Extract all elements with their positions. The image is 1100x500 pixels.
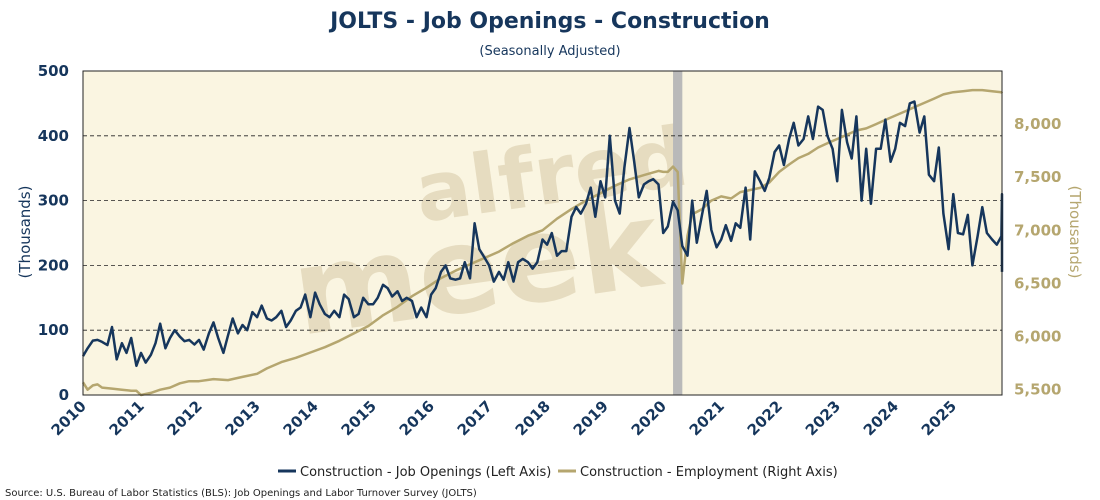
x-tick-label: 2016 (396, 397, 438, 439)
left-axis-ticks: 0 100 200 300 400 500 (38, 62, 69, 404)
left-axis-label: (Thousands) (16, 186, 34, 279)
left-tick-label: 200 (38, 256, 69, 274)
x-tick-label: 2017 (454, 397, 496, 439)
x-tick-label: 2019 (570, 397, 612, 439)
right-tick-label: 5,500 (1014, 381, 1061, 399)
x-tick-label: 2015 (338, 397, 380, 439)
left-tick-label: 500 (38, 62, 69, 80)
right-tick-label: 7,500 (1014, 168, 1061, 186)
x-tick-label: 2018 (512, 397, 554, 439)
x-tick-label: 2011 (106, 397, 148, 439)
x-tick-label: 2013 (222, 397, 264, 439)
right-axis-label: (Thousands) (1066, 186, 1084, 279)
series-line-job-openings (81, 100, 1004, 368)
x-tick-label: 2014 (280, 397, 322, 439)
right-tick-label: 6,000 (1014, 328, 1061, 346)
x-tick-label: 2020 (628, 397, 670, 439)
right-axis-ticks: 5,500 6,000 6,500 7,000 7,500 8,000 (1014, 115, 1061, 399)
left-tick-label: 300 (38, 192, 69, 210)
left-tick-label: 100 (38, 321, 69, 339)
x-tick-label: 2024 (860, 397, 902, 439)
x-tick-label: 2023 (802, 397, 844, 439)
chart-title: JOLTS - Job Openings - Construction (328, 9, 770, 34)
x-axis-ticks: 2010 2011 2012 2013 2014 2015 2016 2017 2018 2019… (48, 397, 961, 439)
left-tick-label: 400 (38, 127, 69, 145)
plot-border (82, 70, 1003, 396)
legend-label-employment: Construction - Employment (Right Axis) (580, 465, 838, 480)
x-tick-label: 2021 (686, 397, 728, 439)
legend-label-job-openings: Construction - Job Openings (Left Axis) (300, 465, 551, 480)
x-tick-label: 2012 (164, 397, 206, 439)
right-tick-label: 8,000 (1014, 115, 1061, 133)
gridlines (83, 135, 1002, 331)
x-tick-label: 2022 (744, 397, 786, 439)
right-tick-label: 7,000 (1014, 221, 1061, 239)
x-tick-label: 2025 (918, 397, 960, 439)
left-tick-label: 0 (59, 386, 69, 404)
source-note: Source: U.S. Bureau of Labor Statistics … (5, 488, 477, 499)
chart-subtitle: (Seasonally Adjusted) (479, 44, 620, 59)
plot-area (83, 71, 1002, 395)
right-tick-label: 6,500 (1014, 274, 1061, 292)
recession-band (673, 71, 683, 395)
legend: Construction - Job Openings (Left Axis) … (278, 465, 838, 480)
series-line-employment (81, 88, 1004, 397)
